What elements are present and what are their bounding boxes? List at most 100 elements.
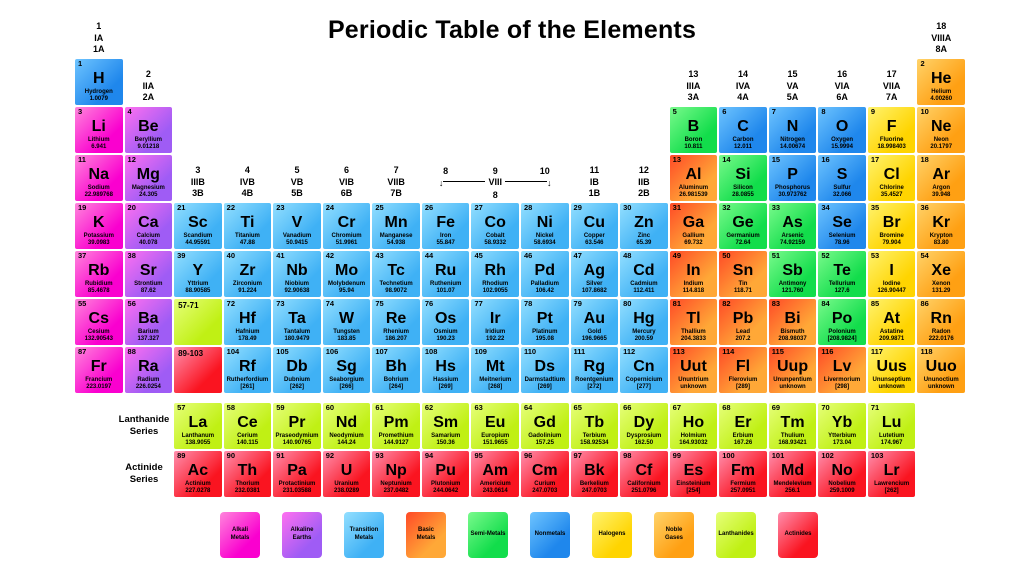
element-dy[interactable]: 66 Dy Dysprosium 162.50 (620, 403, 668, 449)
element-te[interactable]: 52 Te Tellurium 127.6 (818, 251, 866, 297)
element-cs[interactable]: 55 Cs Cesium 132.90543 (75, 299, 123, 345)
element-al[interactable]: 13 Al Aluminum 26.981539 (669, 155, 718, 201)
element-fe[interactable]: 26 Fe Iron 55.847 (421, 203, 470, 249)
element-rg[interactable]: 111 Rg Roentgenium [272] (570, 347, 619, 393)
element-o[interactable]: 8 O Oxygen 15.9994 (818, 107, 866, 153)
element-si[interactable]: 14 Si Silicon 28.0855 (719, 155, 767, 201)
element-he[interactable]: 2 He Helium 4.00260 (917, 59, 965, 105)
series-placeholder-89-103[interactable]: 89-103 (174, 347, 222, 393)
element-p[interactable]: 15 P Phosphorus 30.973762 (768, 155, 817, 201)
element-sc[interactable]: 21 Sc Scandium 44.95591 (174, 203, 222, 249)
element-mn[interactable]: 25 Mn Manganese 54.938 (372, 203, 420, 249)
element-bk[interactable]: 97 Bk Berkelium 247.0703 (570, 451, 619, 497)
element-pm[interactable]: 61 Pm Promethium 144.9127 (372, 403, 420, 449)
element-ar[interactable]: 18 Ar Argon 39.948 (917, 155, 965, 201)
element-pa[interactable]: 91 Pa Protactinium 231.03588 (273, 451, 321, 497)
element-f[interactable]: 9 F Fluorine 18.998403 (867, 107, 916, 153)
element-th[interactable]: 90 Th Thorium 232.0381 (223, 451, 272, 497)
element-yb[interactable]: 70 Yb Ytterbium 173.04 (818, 403, 866, 449)
element-u[interactable]: 92 U Uranium 238.0289 (322, 451, 371, 497)
element-li[interactable]: 3 Li Lithium 6.941 (75, 107, 123, 153)
element-pb[interactable]: 82 Pb Lead 207.2 (719, 299, 767, 345)
element-am[interactable]: 95 Am Americium 243.0614 (471, 451, 519, 497)
element-w[interactable]: 74 W Tungsten 183.85 (322, 299, 371, 345)
element-rf[interactable]: 104 Rf Rutherfordium [261] (223, 347, 272, 393)
element-ru[interactable]: 44 Ru Ruthenium 101.07 (421, 251, 470, 297)
element-kr[interactable]: 36 Kr Krypton 83.80 (917, 203, 965, 249)
element-gd[interactable]: 64 Gd Gadolinium 157.25 (521, 403, 569, 449)
element-ir[interactable]: 77 Ir Iridium 192.22 (471, 299, 519, 345)
element-po[interactable]: 84 Po Polonium [208.9824] (818, 299, 866, 345)
element-tl[interactable]: 81 Tl Thallium 204.3833 (669, 299, 718, 345)
element-er[interactable]: 68 Er Erbium 167.26 (719, 403, 767, 449)
element-pr[interactable]: 59 Pr Praseodymium 140.90765 (273, 403, 321, 449)
element-cf[interactable]: 98 Cf Californium 251.0796 (620, 451, 668, 497)
element-lr[interactable]: 103 Lr Lawrencium [262] (867, 451, 916, 497)
element-db[interactable]: 105 Db Dubnium [262] (273, 347, 321, 393)
element-fl[interactable]: 114 Fl Flerovium [289] (719, 347, 767, 393)
element-uup[interactable]: 115 Uup Ununpentium unknown (768, 347, 817, 393)
element-sn[interactable]: 50 Sn Tin 118.71 (719, 251, 767, 297)
element-ta[interactable]: 73 Ta Tantalum 180.9479 (273, 299, 321, 345)
series-placeholder-57-71[interactable]: 57-71 (174, 299, 222, 345)
element-fr[interactable]: 87 Fr Francium 223.0197 (75, 347, 123, 393)
element-mo[interactable]: 42 Mo Molybdenum 95.94 (322, 251, 371, 297)
element-ca[interactable]: 20 Ca Calcium 40.078 (124, 203, 173, 249)
element-re[interactable]: 75 Re Rhenium 186.207 (372, 299, 420, 345)
element-tb[interactable]: 65 Tb Terbium 158.92534 (570, 403, 619, 449)
element-s[interactable]: 16 S Sulfur 32.066 (818, 155, 866, 201)
element-rh[interactable]: 45 Rh Rhodium 102.9055 (471, 251, 519, 297)
element-sm[interactable]: 62 Sm Samarium 150.36 (421, 403, 470, 449)
element-pt[interactable]: 78 Pt Platinum 195.08 (521, 299, 569, 345)
element-ag[interactable]: 47 Ag Silver 107.8682 (570, 251, 619, 297)
element-be[interactable]: 4 Be Beryllium 9.01218 (124, 107, 173, 153)
element-c[interactable]: 6 C Carbon 12.011 (719, 107, 767, 153)
element-mg[interactable]: 12 Mg Magnesium 24.305 (124, 155, 173, 201)
element-os[interactable]: 76 Os Osmium 190.23 (421, 299, 470, 345)
element-bh[interactable]: 107 Bh Bohrium [264] (372, 347, 420, 393)
element-ba[interactable]: 56 Ba Barium 137.327 (124, 299, 173, 345)
element-b[interactable]: 5 B Boron 10.811 (669, 107, 718, 153)
element-au[interactable]: 79 Au Gold 196.9665 (570, 299, 619, 345)
element-md[interactable]: 101 Md Mendelevium 256.1 (768, 451, 817, 497)
element-lu[interactable]: 71 Lu Lutetium 174.967 (867, 403, 916, 449)
element-uuo[interactable]: 118 Uuo Ununoctium unknown (917, 347, 965, 393)
element-tc[interactable]: 43 Tc Technetium 98.9072 (372, 251, 420, 297)
element-i[interactable]: 53 I Iodine 126.90447 (867, 251, 916, 297)
element-cu[interactable]: 29 Cu Copper 63.546 (570, 203, 619, 249)
element-sr[interactable]: 38 Sr Strontium 87.62 (124, 251, 173, 297)
element-uus[interactable]: 117 Uus Ununseptium unknown (867, 347, 916, 393)
element-no[interactable]: 102 No Nobelium 259.1009 (818, 451, 866, 497)
element-ga[interactable]: 31 Ga Gallium 69.732 (669, 203, 718, 249)
element-br[interactable]: 35 Br Bromine 79.904 (867, 203, 916, 249)
element-v[interactable]: 23 V Vanadium 50.9415 (273, 203, 321, 249)
element-ac[interactable]: 89 Ac Actinium 227.0278 (174, 451, 222, 497)
element-tm[interactable]: 69 Tm Thulium 168.93421 (768, 403, 817, 449)
element-nd[interactable]: 60 Nd Neodymium 144.24 (322, 403, 371, 449)
element-n[interactable]: 7 N Nitrogen 14.00674 (768, 107, 817, 153)
element-in[interactable]: 49 In Indium 114.818 (669, 251, 718, 297)
element-ti[interactable]: 22 Ti Titanium 47.88 (223, 203, 272, 249)
element-ds[interactable]: 110 Ds Darmstadtium [269] (521, 347, 569, 393)
element-at[interactable]: 85 At Astatine 209.9871 (867, 299, 916, 345)
element-k[interactable]: 19 K Potassium 39.0983 (75, 203, 123, 249)
element-rn[interactable]: 86 Rn Radon 222.0176 (917, 299, 965, 345)
element-se[interactable]: 34 Se Selenium 78.96 (818, 203, 866, 249)
element-rb[interactable]: 37 Rb Rubidium 85.4678 (75, 251, 123, 297)
element-fm[interactable]: 100 Fm Fermium 257.0951 (719, 451, 767, 497)
element-sg[interactable]: 106 Sg Seaborgium [266] (322, 347, 371, 393)
element-cm[interactable]: 96 Cm Curium 247.0703 (521, 451, 569, 497)
element-zr[interactable]: 40 Zr Zirconium 91.224 (223, 251, 272, 297)
element-h[interactable]: 1 H Hydrogen 1.0079 (75, 59, 123, 105)
element-bi[interactable]: 83 Bi Bismuth 208.98037 (768, 299, 817, 345)
element-ni[interactable]: 28 Ni Nickel 58.6934 (521, 203, 569, 249)
element-hf[interactable]: 72 Hf Hafnium 178.49 (223, 299, 272, 345)
element-cn[interactable]: 112 Cn Copernicium [277] (620, 347, 668, 393)
element-cr[interactable]: 24 Cr Chromium 51.9961 (322, 203, 371, 249)
element-co[interactable]: 27 Co Cobalt 58.9332 (471, 203, 519, 249)
element-hs[interactable]: 108 Hs Hassium [269] (421, 347, 470, 393)
element-pu[interactable]: 94 Pu Plutonium 244.0642 (421, 451, 470, 497)
element-sb[interactable]: 51 Sb Antimony 121.760 (768, 251, 817, 297)
element-na[interactable]: 11 Na Sodium 22.989768 (75, 155, 123, 201)
element-eu[interactable]: 63 Eu Europium 151.9655 (471, 403, 519, 449)
